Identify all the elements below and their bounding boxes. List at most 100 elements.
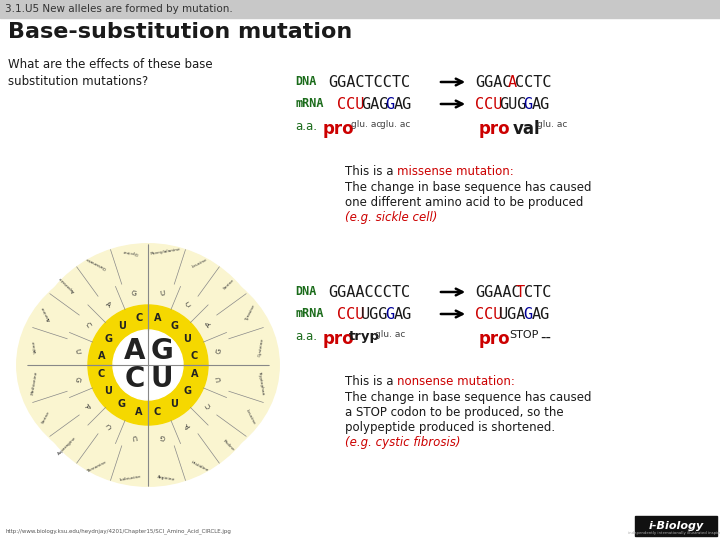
Text: 3.1.U5 New alleles are formed by mutation.: 3.1.U5 New alleles are formed by mutatio… <box>5 4 233 14</box>
Text: Tyrosine: Tyrosine <box>244 304 256 322</box>
Text: T: T <box>516 285 525 300</box>
Text: GGAACCCTC: GGAACCCTC <box>328 285 410 300</box>
Text: mRNA: mRNA <box>295 307 323 320</box>
Text: Alanine: Alanine <box>40 305 52 321</box>
Text: glu. ac: glu. ac <box>351 120 382 129</box>
Text: http://www.biology.ksu.edu/heydnjay/4201/Chapter15/SCI_Amino_Acid_CIRCLE.jpg: http://www.biology.ksu.edu/heydnjay/4201… <box>5 528 231 534</box>
Text: G: G <box>386 97 395 112</box>
Text: A: A <box>204 321 212 328</box>
Text: A: A <box>153 313 161 323</box>
Text: val: val <box>513 120 541 138</box>
Text: pro: pro <box>479 120 510 138</box>
Text: Glutamate: Glutamate <box>85 256 107 270</box>
Text: G: G <box>130 291 137 298</box>
Text: G: G <box>171 321 179 330</box>
Text: G: G <box>184 387 192 396</box>
Text: STOP: STOP <box>509 330 539 340</box>
Text: A: A <box>124 338 145 366</box>
Text: A: A <box>84 402 91 409</box>
Text: G: G <box>159 433 166 440</box>
Text: A: A <box>104 301 112 308</box>
Text: pro: pro <box>479 330 510 348</box>
Text: U: U <box>117 321 125 330</box>
Text: UGA: UGA <box>499 307 526 322</box>
Text: i-Biology: i-Biology <box>649 521 703 531</box>
Text: Isoleucine: Isoleucine <box>119 474 141 482</box>
Text: G: G <box>150 338 173 366</box>
Text: DNA: DNA <box>295 285 316 298</box>
Text: CCTC: CCTC <box>516 75 552 90</box>
Text: Tryptophan: Tryptophan <box>257 370 265 395</box>
Text: G: G <box>73 376 81 382</box>
Text: tryp: tryp <box>349 330 380 343</box>
Text: Methionine: Methionine <box>31 370 39 395</box>
Text: nonsense mutation:: nonsense mutation: <box>397 375 515 388</box>
Text: G: G <box>523 97 533 112</box>
Text: U: U <box>73 348 81 354</box>
Text: (e.g. cystic fibrosis): (e.g. cystic fibrosis) <box>345 436 461 449</box>
Text: --: -- <box>540 330 551 345</box>
Text: Leucine: Leucine <box>192 258 208 269</box>
Text: A: A <box>184 421 192 429</box>
Text: CCU: CCU <box>337 307 364 322</box>
Text: Valine: Valine <box>32 340 38 354</box>
Text: G: G <box>117 400 125 409</box>
Text: AG: AG <box>394 307 412 322</box>
Bar <box>0 0 720 18</box>
Text: A: A <box>135 407 143 416</box>
Text: CTC: CTC <box>523 285 551 300</box>
Text: A: A <box>98 351 105 361</box>
Text: C: C <box>98 369 105 379</box>
Text: UGG: UGG <box>361 307 389 322</box>
Text: This is a: This is a <box>345 165 397 178</box>
Text: glu. ac: glu. ac <box>537 120 567 129</box>
Text: A: A <box>508 75 516 90</box>
Text: AG: AG <box>531 97 550 112</box>
Text: pro: pro <box>323 120 355 138</box>
Text: G: G <box>216 348 222 354</box>
Text: U: U <box>171 400 179 409</box>
Text: Serine: Serine <box>222 278 235 291</box>
Text: polypeptide produced is shortened.: polypeptide produced is shortened. <box>345 421 555 434</box>
Text: Aspartate: Aspartate <box>58 275 76 293</box>
Text: Arginine: Arginine <box>156 475 175 481</box>
Text: G: G <box>104 334 112 343</box>
Text: C: C <box>104 421 112 429</box>
Text: U: U <box>150 364 173 393</box>
Circle shape <box>63 280 233 450</box>
Text: GGACTCCTC: GGACTCCTC <box>328 75 410 90</box>
Text: C: C <box>184 301 192 308</box>
Text: a.a.: a.a. <box>295 330 317 343</box>
Text: This is a: This is a <box>345 375 397 388</box>
Text: DNA: DNA <box>295 75 316 88</box>
Text: Cysteine: Cysteine <box>258 338 264 357</box>
Text: U: U <box>184 334 192 343</box>
Text: Threonine: Threonine <box>86 460 107 474</box>
Text: one different amino acid to be produced: one different amino acid to be produced <box>345 196 583 209</box>
Text: CCU: CCU <box>475 97 503 112</box>
Text: Leucine: Leucine <box>244 408 256 426</box>
Text: U: U <box>216 376 222 382</box>
Text: The change in base sequence has caused: The change in base sequence has caused <box>345 181 592 194</box>
Text: Proline: Proline <box>222 439 235 453</box>
Text: Glycine: Glycine <box>122 249 138 255</box>
Text: A: A <box>191 369 198 379</box>
Text: CCU: CCU <box>475 307 503 322</box>
Text: Base-substitution mutation: Base-substitution mutation <box>8 22 352 42</box>
Text: C: C <box>191 351 198 361</box>
Text: U: U <box>159 291 166 298</box>
Text: AG: AG <box>394 97 412 112</box>
Text: Serine: Serine <box>41 410 51 424</box>
Text: The change in base sequence has caused: The change in base sequence has caused <box>345 391 592 404</box>
Text: Asparagine: Asparagine <box>57 436 77 456</box>
Text: Histidine: Histidine <box>190 461 210 473</box>
Text: CCU: CCU <box>337 97 364 112</box>
Text: C: C <box>204 402 212 409</box>
Text: G: G <box>523 307 533 322</box>
Text: C: C <box>135 313 143 323</box>
Text: mRNA: mRNA <box>295 97 323 110</box>
Text: pro: pro <box>323 330 355 348</box>
Bar <box>635 516 717 536</box>
Text: C: C <box>153 407 161 416</box>
Ellipse shape <box>17 255 279 475</box>
